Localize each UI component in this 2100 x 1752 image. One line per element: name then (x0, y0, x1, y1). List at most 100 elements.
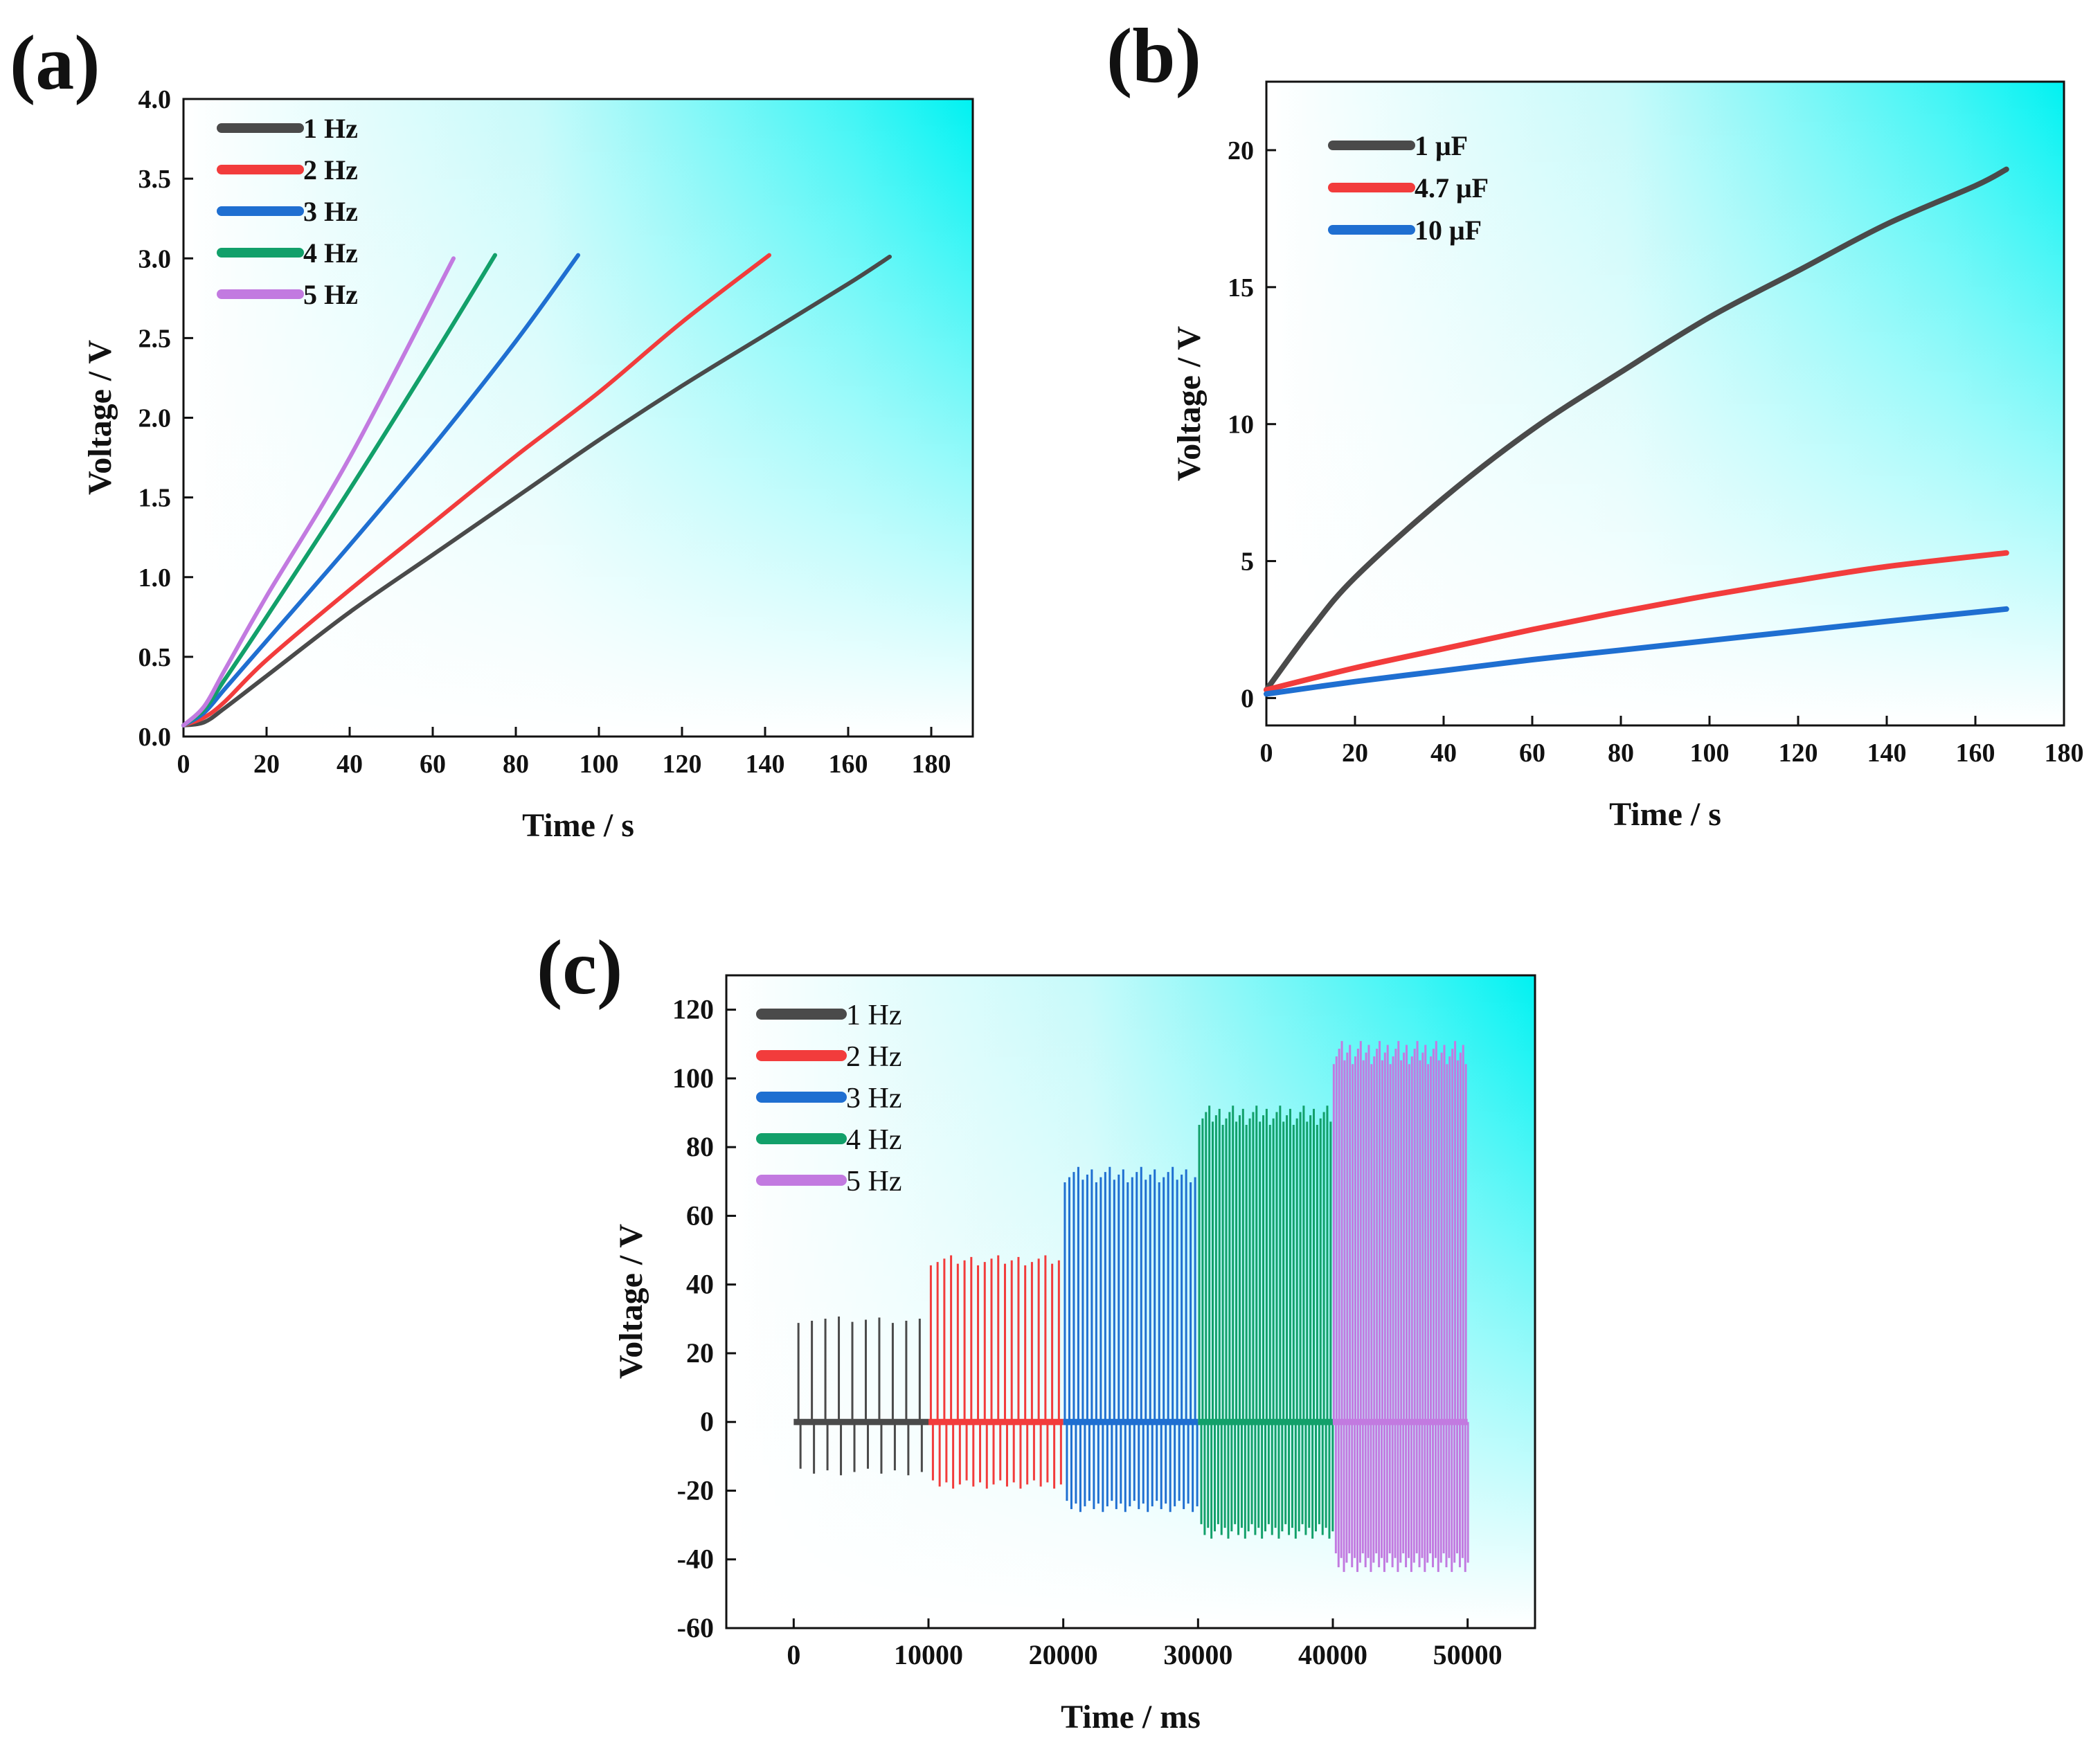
panel-a-legend: 1 Hz 2 Hz 3 Hz 4 Hz 5 Hz (217, 113, 358, 310)
series-pulses-5-hz (1332, 1040, 1469, 1572)
x-tick-label: 0 (177, 750, 190, 779)
series-line-5-hz (181, 256, 456, 728)
legend-label-4hz: 4 Hz (303, 237, 358, 269)
panel-b-y-label: Voltage / V (1171, 326, 1208, 481)
legend-label-5hz: 5 Hz (303, 279, 358, 310)
series-line-3-hz (181, 253, 580, 728)
panel-b-x-ticks: 0 20 40 60 80 100 120 140 160 180 (1260, 716, 2084, 768)
series-line-1-f (1264, 166, 2009, 693)
x-tick-label: 20 (253, 750, 280, 779)
panel-c-y-ticks: -60 -40 -20 0 20 40 60 80 100 120 (672, 994, 736, 1643)
legend-label-1hz: 1 Hz (303, 113, 358, 144)
panel-b-x-label: Time / s (1609, 796, 1721, 833)
y-tick-label: 1.0 (138, 563, 172, 593)
legend-label-c-2hz: 2 Hz (846, 1041, 901, 1073)
panel-a: (a) 0 20 40 60 80 100 120 140 160 180 0.0 0.5 1.0 1.… (10, 20, 974, 844)
x-tick-label: 20 (1342, 739, 1368, 768)
x-tick-label: 20000 (1029, 1639, 1098, 1670)
panel-b-series (1264, 166, 2009, 697)
x-tick-label: 0 (787, 1639, 800, 1670)
panel-b-label: (b) (1106, 13, 1201, 99)
y-tick-label: -20 (677, 1474, 714, 1506)
panel-c-label: (c) (537, 925, 622, 1011)
y-tick-label: 120 (672, 994, 714, 1025)
panel-c: (c) 0 10000 20000 30000 40000 50000 -60 -40 -20… (537, 925, 1536, 1735)
panel-c-y-label: Voltage / V (613, 1224, 649, 1379)
x-tick-label: 180 (912, 750, 951, 779)
legend-label-c-3hz: 3 Hz (846, 1083, 901, 1114)
panel-b-y-ticks: 0 5 10 15 20 (1228, 136, 1276, 713)
legend-label-c-5hz: 5 Hz (846, 1166, 901, 1198)
x-tick-label: 100 (580, 750, 619, 779)
panel-b-legend: 1 μF 4.7 μF 10 μF (1328, 130, 1489, 246)
y-tick-label: 60 (686, 1200, 714, 1231)
series-pulses-2-hz (928, 1255, 1064, 1489)
series-line-2-hz (181, 253, 771, 728)
x-tick-label: 80 (1608, 739, 1634, 768)
y-tick-label: 20 (1228, 136, 1254, 165)
panel-a-x-ticks: 0 20 40 60 80 100 120 140 160 180 (177, 727, 951, 779)
series-pulses-1-hz (793, 1316, 928, 1476)
y-tick-label: 15 (1228, 273, 1254, 302)
y-tick-label: 0.5 (138, 643, 172, 672)
panel-c-x-label: Time / ms (1061, 1699, 1201, 1735)
y-tick-label: 1.5 (138, 484, 172, 513)
panel-a-x-label: Time / s (522, 807, 634, 844)
y-tick-label: 0 (1241, 684, 1254, 713)
legend-label-3hz: 3 Hz (303, 196, 358, 227)
series-line-4-hz (181, 253, 497, 728)
y-tick-label: 3.0 (138, 244, 172, 273)
legend-label-4-7uf: 4.7 μF (1415, 172, 1489, 204)
y-tick-label: 80 (686, 1131, 714, 1162)
y-tick-label: -40 (677, 1544, 714, 1575)
x-tick-label: 120 (663, 750, 702, 779)
x-tick-label: 10000 (894, 1639, 963, 1670)
panel-a-y-ticks: 0.0 0.5 1.0 1.5 2.0 2.5 3.0 3.5 4.0 (138, 85, 193, 752)
x-tick-label: 0 (1260, 739, 1273, 768)
panel-c-legend: 1 Hz 2 Hz 3 Hz 4 Hz 5 Hz (756, 1000, 901, 1198)
x-tick-label: 120 (1779, 739, 1818, 768)
x-tick-label: 100 (1690, 739, 1730, 768)
series-pulses-3-hz (1063, 1166, 1199, 1512)
x-tick-label: 180 (2045, 739, 2084, 768)
y-tick-label: 2.0 (138, 404, 172, 433)
legend-label-10uf: 10 μF (1415, 215, 1482, 246)
panel-b: (b) 0 20 40 60 80 100 120 140 160 180 0 5 10 15 20 Ti… (1106, 13, 2084, 833)
x-tick-label: 40000 (1298, 1639, 1367, 1670)
y-tick-label: 10 (1228, 410, 1254, 440)
panel-b-plot-area (1265, 80, 2065, 727)
x-tick-label: 80 (503, 750, 529, 779)
x-tick-label: 40 (336, 750, 363, 779)
legend-label-c-4hz: 4 Hz (846, 1124, 901, 1156)
series-pulses-4-hz (1198, 1105, 1334, 1539)
y-tick-label: 0.0 (138, 723, 172, 752)
legend-label-c-1hz: 1 Hz (846, 1000, 901, 1031)
y-tick-label: 20 (686, 1337, 714, 1369)
series-line-1-hz (181, 254, 892, 728)
series-line-10-f (1264, 606, 2009, 697)
legend-label-2hz: 2 Hz (303, 154, 358, 186)
y-tick-label: 0 (700, 1406, 714, 1437)
y-tick-label: 2.5 (138, 324, 172, 353)
x-tick-label: 40 (1430, 739, 1457, 768)
y-tick-label: -60 (677, 1612, 714, 1643)
x-tick-label: 60 (1519, 739, 1545, 768)
panel-a-series (181, 253, 892, 728)
series-line-4-7-f (1264, 550, 2009, 693)
y-tick-label: 5 (1241, 548, 1254, 577)
panel-a-y-label: Voltage / V (82, 340, 118, 495)
x-tick-label: 60 (420, 750, 446, 779)
y-tick-label: 100 (672, 1063, 714, 1094)
y-tick-label: 3.5 (138, 165, 172, 194)
x-tick-label: 140 (1867, 739, 1907, 768)
x-tick-label: 50000 (1433, 1639, 1502, 1670)
x-tick-label: 140 (746, 750, 785, 779)
legend-label-1uf: 1 μF (1415, 130, 1468, 161)
x-tick-label: 160 (1956, 739, 1995, 768)
panel-c-series (793, 1040, 1469, 1572)
y-tick-label: 40 (686, 1269, 714, 1300)
panel-c-x-ticks: 0 10000 20000 30000 40000 50000 (787, 1618, 1502, 1670)
x-tick-label: 30000 (1163, 1639, 1232, 1670)
panel-a-label: (a) (10, 20, 100, 106)
